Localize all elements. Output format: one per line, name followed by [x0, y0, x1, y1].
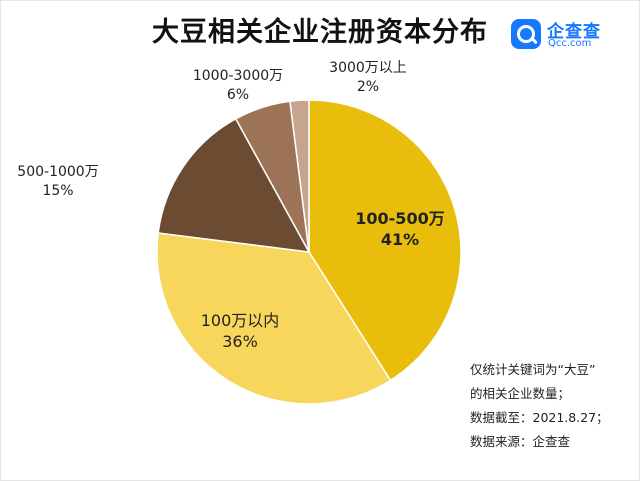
note-line-2: 的相关企业数量；: [470, 386, 571, 401]
note-line-4: 数据来源：企查查: [470, 434, 571, 449]
slice-500-1000-category: 500-1000万: [17, 164, 98, 180]
slice-under-100-label: 100万以内 36%: [201, 311, 280, 351]
slice-under-100-percent: 36%: [222, 332, 258, 351]
note-line-3: 数据截至：2021.8.27；: [470, 410, 609, 425]
slice-under-100: [156, 232, 392, 405]
slice-over-3000-percent: 2%: [357, 79, 379, 95]
chart-notes: 仅统计关键词为“大豆” 的相关企业数量； 数据截至：2021.8.27； 数据来…: [470, 358, 609, 454]
slice-1000-3000-category: 1000-3000万: [193, 68, 283, 84]
slice-under-100-category: 100万以内: [201, 311, 280, 330]
slice-500-1000-label: 500-1000万 15%: [17, 164, 98, 199]
logo-name: 企查查: [547, 22, 601, 42]
slice-500-1000-percent: 15%: [42, 183, 73, 199]
qcc-logo: 企查查 Qcc.com: [511, 17, 631, 53]
slice-100-500-percent: 41%: [381, 230, 419, 249]
note-line-1: 仅统计关键词为“大豆”: [470, 362, 596, 377]
slice-over-3000: [289, 99, 310, 253]
slice-over-3000-label: 3000万以上 2%: [329, 60, 407, 95]
slice-1000-3000-percent: 6%: [227, 87, 249, 103]
slice-1000-3000-label: 1000-3000万 6%: [193, 68, 283, 103]
slice-500-1000: [157, 117, 311, 253]
logo-domain: Qcc.com: [548, 38, 592, 49]
slice-100-500-label: 100-500万 41%: [355, 209, 444, 249]
slice-100-500-category: 100-500万: [355, 209, 444, 228]
search-icon: [511, 19, 541, 49]
slice-over-3000-category: 3000万以上: [329, 60, 407, 76]
chart-title: 大豆相关企业注册资本分布: [152, 17, 488, 48]
slice-100-500: [308, 99, 462, 382]
